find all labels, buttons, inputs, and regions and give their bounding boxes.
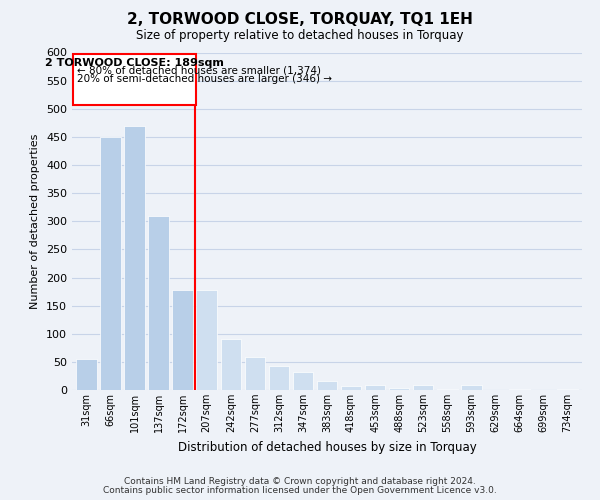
Bar [245,358,265,390]
Text: Size of property relative to detached houses in Torquay: Size of property relative to detached ho… [136,29,464,42]
Bar [124,126,145,390]
Bar [317,381,337,390]
Bar [76,359,97,390]
Bar [293,372,313,390]
Text: Contains HM Land Registry data © Crown copyright and database right 2024.: Contains HM Land Registry data © Crown c… [124,477,476,486]
Text: 2, TORWOOD CLOSE, TORQUAY, TQ1 1EH: 2, TORWOOD CLOSE, TORQUAY, TQ1 1EH [127,12,473,28]
Bar [365,385,385,390]
Bar [461,385,482,390]
Text: 20% of semi-detached houses are larger (346) →: 20% of semi-detached houses are larger (… [77,74,332,84]
Text: 2 TORWOOD CLOSE: 189sqm: 2 TORWOOD CLOSE: 189sqm [45,58,224,68]
Bar [341,386,361,390]
Bar [389,388,409,390]
Bar [73,54,196,105]
Text: Contains public sector information licensed under the Open Government Licence v3: Contains public sector information licen… [103,486,497,495]
Bar [413,385,433,390]
X-axis label: Distribution of detached houses by size in Torquay: Distribution of detached houses by size … [178,440,476,454]
Bar [148,216,169,390]
Bar [269,366,289,390]
Bar [100,137,121,390]
Bar [557,389,578,390]
Bar [172,290,193,390]
Y-axis label: Number of detached properties: Number of detached properties [31,134,40,309]
Bar [221,340,241,390]
Bar [196,290,217,390]
Text: ← 80% of detached houses are smaller (1,374): ← 80% of detached houses are smaller (1,… [77,66,321,76]
